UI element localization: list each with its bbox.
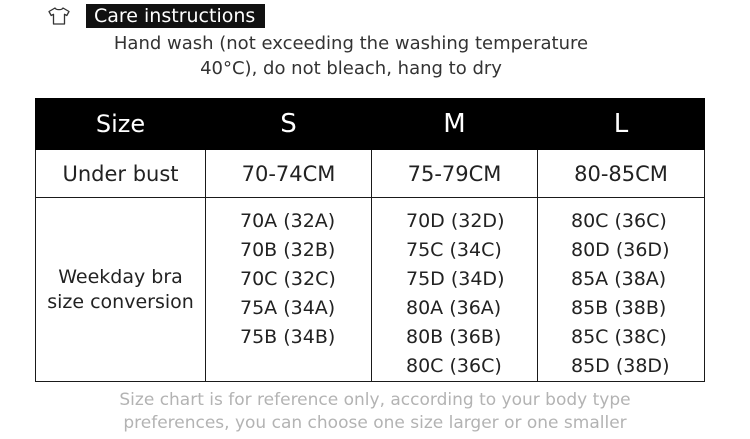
conversion-label-line-1: Weekday bra xyxy=(58,265,183,288)
size-note-line-1: Size chart is for reference only, accord… xyxy=(119,390,631,410)
size-header-label: Size xyxy=(35,98,206,150)
conversion-l-item: 85C (38C) xyxy=(571,326,667,348)
under-bust-label: Under bust xyxy=(35,149,206,198)
conversion-m-item: 75D (34D) xyxy=(406,268,505,290)
conversion-s-item: 75B (34B) xyxy=(240,326,336,348)
conversion-m-item: 80C (36C) xyxy=(406,355,502,377)
header-row: Size S M L xyxy=(35,98,705,150)
care-description: Hand wash (not exceeding the washing tem… xyxy=(0,31,702,81)
size-header-l: L xyxy=(537,98,705,150)
conversion-l-item: 85B (38B) xyxy=(571,297,667,319)
conversion-s-item: 70A (32A) xyxy=(240,210,336,232)
conversion-m-item: 80A (36A) xyxy=(406,297,502,319)
under-bust-l: 80-85CM xyxy=(537,149,705,198)
size-note-line-2: preferences, you can choose one size lar… xyxy=(123,413,627,433)
care-line-1: Hand wash (not exceeding the washing tem… xyxy=(113,33,589,54)
conversion-l-item: 85D (38D) xyxy=(571,355,670,377)
size-header-s: S xyxy=(205,98,372,150)
conversion-m-item: 75C (34C) xyxy=(406,239,502,261)
care-header: Care instructions xyxy=(48,4,266,28)
t-shirt-icon xyxy=(48,7,70,25)
conversion-s-item: 70C (32C) xyxy=(240,268,336,290)
care-line-2: 40°C), do not bleach, hang to dry xyxy=(200,58,502,79)
under-bust-m: 75-79CM xyxy=(371,149,538,198)
conversion-l-item: 80D (36D) xyxy=(571,239,670,261)
conversion-l: 80C (36C) 80D (36D) 85A (38A) 85B (38B) … xyxy=(537,197,705,382)
care-title: Care instructions xyxy=(86,4,266,28)
under-bust-s: 70-74CM xyxy=(205,149,372,198)
under-bust-row: Under bust 70-74CM 75-79CM 80-85CM xyxy=(35,149,705,198)
conversion-s-item: 70B (32B) xyxy=(240,239,336,261)
size-chart-table: Size S M L Under bust 70-74CM 75-79CM 80… xyxy=(35,98,705,382)
conversion-row: Weekday bra size conversion 70A (32A) 70… xyxy=(35,197,705,382)
conversion-l-item: 80C (36C) xyxy=(571,210,667,232)
conversion-label-line-2: size conversion xyxy=(47,290,194,313)
size-header-m: M xyxy=(371,98,538,150)
conversion-m-item: 80B (36B) xyxy=(406,326,502,348)
conversion-s: 70A (32A) 70B (32B) 70C (32C) 75A (34A) … xyxy=(205,197,372,382)
conversion-m-item: 70D (32D) xyxy=(406,210,505,232)
conversion-l-item: 85A (38A) xyxy=(571,268,667,290)
size-note: Size chart is for reference only, accord… xyxy=(0,389,750,435)
conversion-label: Weekday bra size conversion xyxy=(35,197,206,382)
conversion-m: 70D (32D) 75C (34C) 75D (34D) 80A (36A) … xyxy=(371,197,538,382)
conversion-s-item: 75A (34A) xyxy=(240,297,336,319)
